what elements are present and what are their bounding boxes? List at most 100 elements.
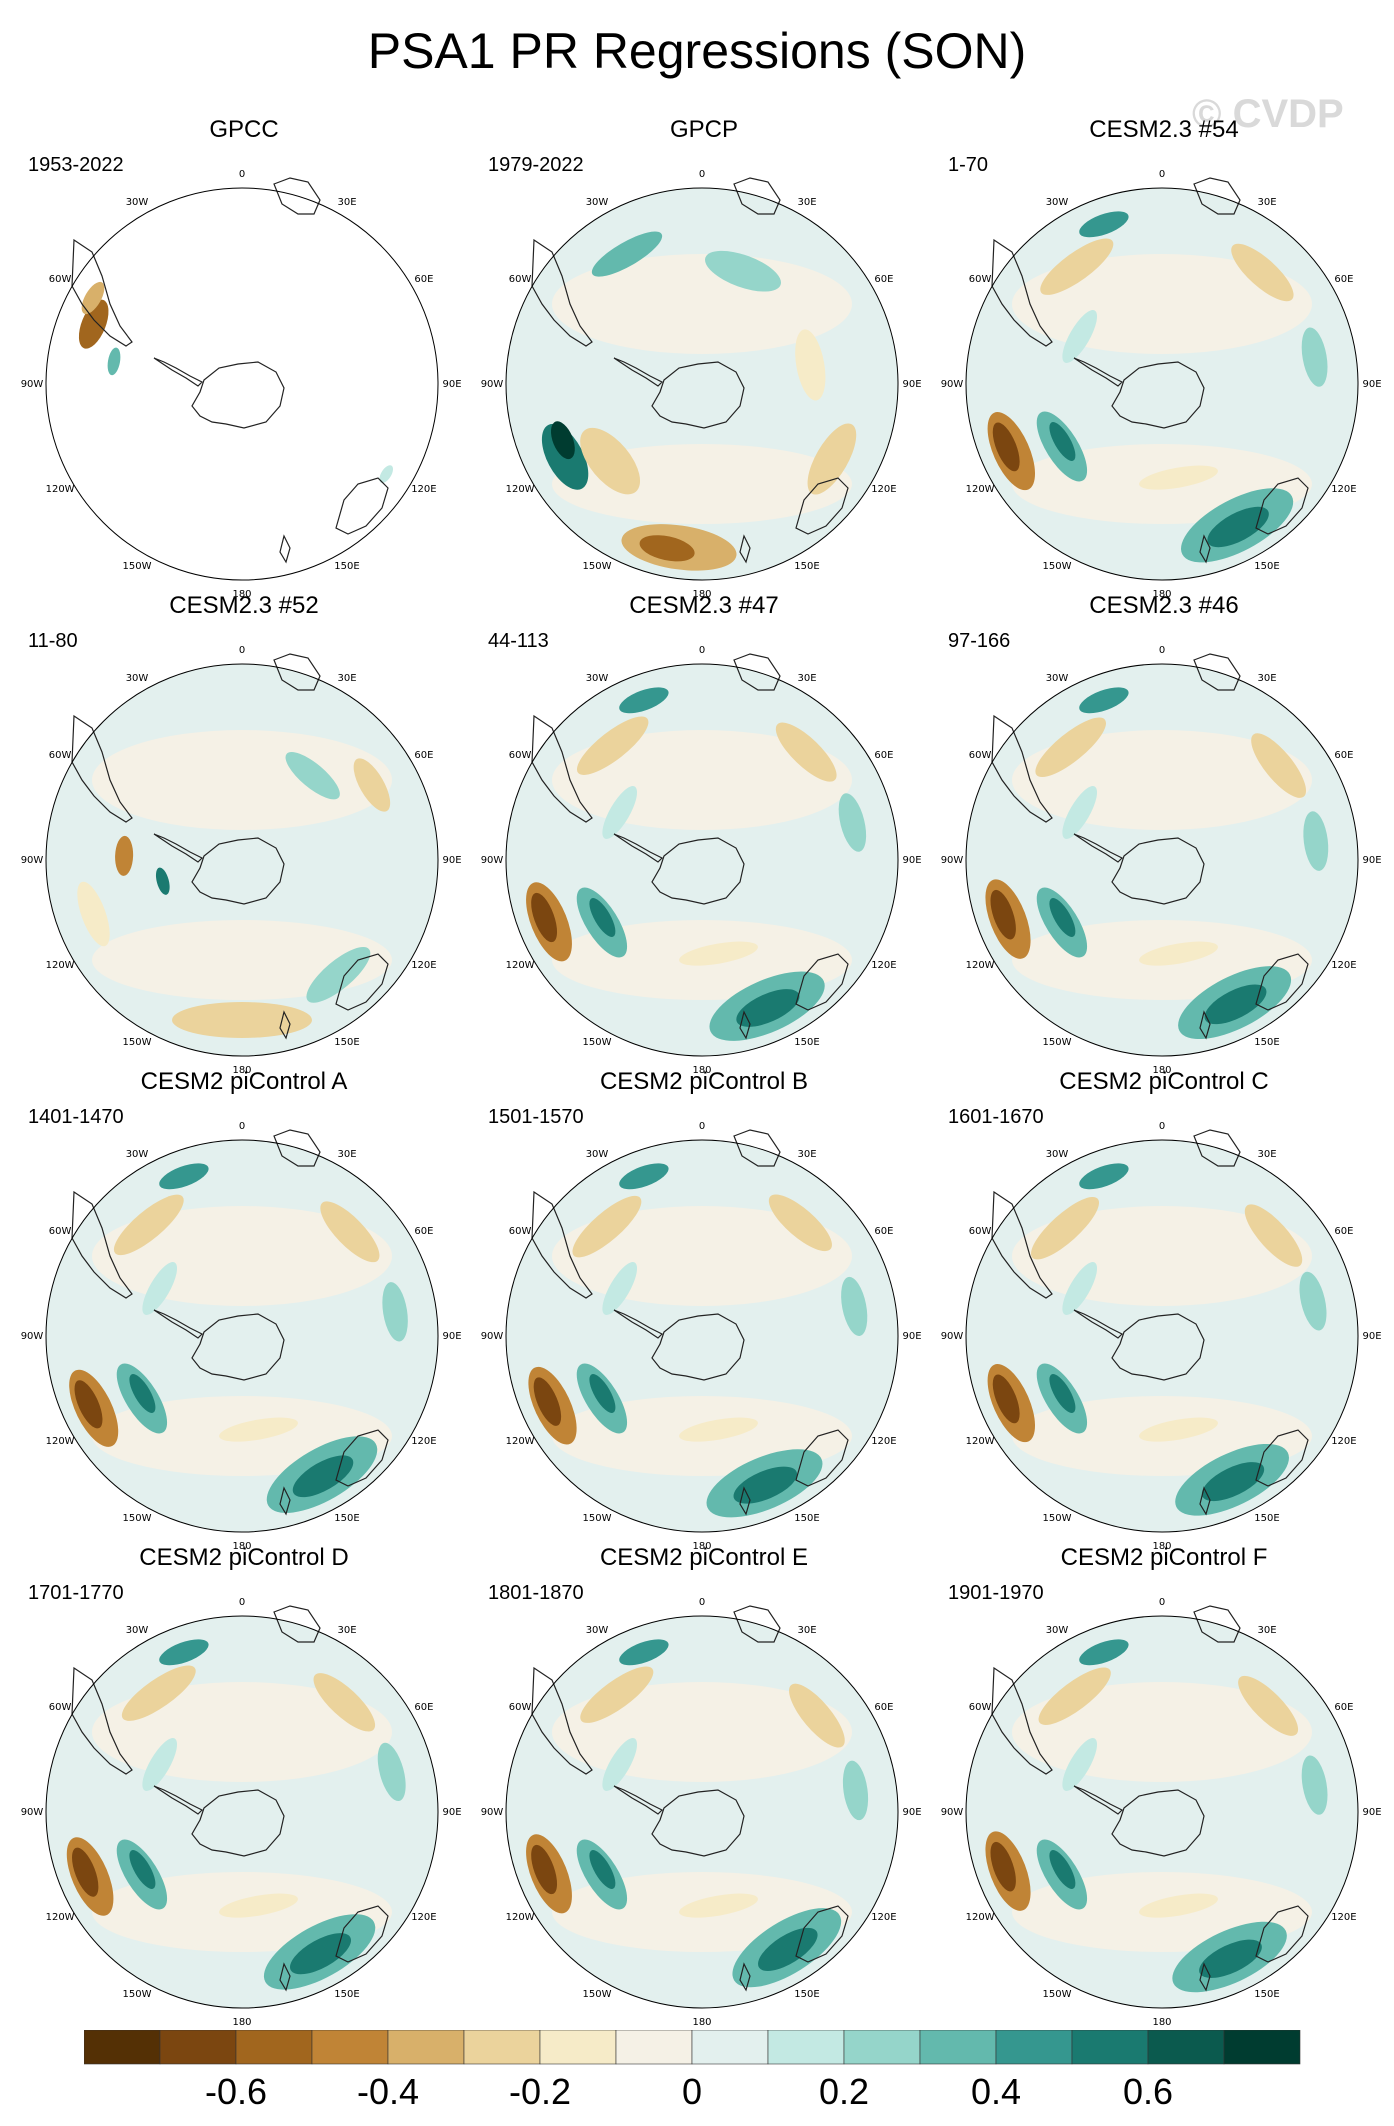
colorbar-swatch: [387, 2030, 465, 2065]
anomaly-field: [506, 1140, 898, 1532]
dry-anomaly-patch: [77, 881, 110, 947]
wet-anomaly-patch: [142, 1262, 178, 1315]
polar-stereographic-map: 0 30E 60E 90E 120E 150E 180 150W 120W 90W 60W 30W: [21, 1597, 462, 2028]
longitude-label: 150E: [334, 1037, 359, 1048]
longitude-label: 0: [699, 169, 705, 180]
longitude-label: 90W: [481, 1331, 504, 1342]
wet-anomaly-patch: [1062, 1262, 1098, 1315]
longitude-label: 90E: [442, 1807, 461, 1818]
dry-anomaly-patch: [576, 716, 649, 775]
wet-anomaly-patch: [142, 1738, 178, 1791]
wet-anomaly-patch: [1049, 422, 1076, 461]
longitude-label: 0: [699, 645, 705, 656]
dry-anomaly-patch: [74, 1380, 103, 1429]
wet-anomaly-patch: [619, 1639, 669, 1666]
longitude-label: 120W: [46, 1912, 75, 1923]
longitude-label: 60E: [414, 1702, 433, 1713]
longitude-label: 60E: [1334, 1702, 1353, 1713]
wet-anomaly-patch: [285, 751, 340, 800]
wet-anomaly-patch: [1079, 1639, 1129, 1666]
longitude-label: 120W: [966, 1912, 995, 1923]
longitude-label: 150W: [583, 1513, 612, 1524]
wet-anomaly-patch: [1049, 898, 1076, 937]
coastlines: [71, 1129, 389, 1516]
longitude-label: 90E: [902, 1331, 921, 1342]
wet-anomaly-patch: [1204, 984, 1267, 1025]
wet-anomaly-patch: [129, 1374, 156, 1413]
longitude-label: 120E: [411, 484, 436, 495]
colorbar-swatch: [235, 2030, 313, 2065]
longitude-label: 60W: [49, 1226, 72, 1237]
colorbar-swatch: [539, 2030, 617, 2065]
dry-anomaly-patch: [992, 422, 1020, 472]
panel-title: GPCP: [669, 116, 738, 143]
anomaly-field: [506, 1616, 898, 2008]
wet-anomaly-patch: [589, 1374, 616, 1413]
longitude-label: 180: [232, 2017, 251, 2028]
longitude-label: 30E: [337, 1625, 356, 1636]
dry-anomaly-patch: [219, 1417, 298, 1442]
dry-anomaly-patch: [572, 1195, 642, 1258]
longitude-label: 150E: [794, 1989, 819, 2000]
dry-anomaly-patch: [1035, 717, 1107, 778]
dry-anomaly-patch: [1038, 1667, 1111, 1725]
longitude-label: 90W: [21, 1807, 44, 1818]
longitude-label: 150W: [1043, 1513, 1072, 1524]
coastlines: [991, 1129, 1309, 1516]
panel-period: 1601-1670: [948, 1106, 1044, 1128]
dry-anomaly-patch: [72, 1847, 99, 1897]
anomaly-field: [46, 1140, 438, 1532]
longitude-label: 120W: [46, 1436, 75, 1447]
colorbar-tick-label: 0.2: [819, 2071, 869, 2110]
dry-anomaly-patch: [807, 423, 857, 495]
longitude-label: 0: [239, 1121, 245, 1132]
wet-anomaly-patch: [602, 1262, 638, 1315]
colorbar-tick-label: 0.6: [1123, 2071, 1173, 2110]
panel-period: 1701-1770: [28, 1582, 124, 1604]
dry-anomaly-patch: [1139, 465, 1218, 490]
colorbar-tick-label: -0.6: [205, 2071, 267, 2110]
longitude-label: 120E: [871, 960, 896, 971]
longitude-label: 90E: [1362, 1331, 1381, 1342]
longitude-label: 90E: [902, 855, 921, 866]
longitude-label: 180: [1152, 1065, 1171, 1076]
longitude-label: 120E: [411, 1912, 436, 1923]
coastlines: [71, 177, 389, 564]
longitude-label: 0: [699, 1597, 705, 1608]
longitude-label: 90W: [941, 1807, 964, 1818]
wet-anomaly-patch: [619, 1163, 669, 1190]
longitude-label: 60W: [49, 750, 72, 761]
longitude-label: 60E: [414, 1226, 433, 1237]
longitude-label: 180: [1152, 1541, 1171, 1552]
wet-anomaly-patch: [602, 786, 638, 839]
polar-stereographic-map: 0 30E 60E 90E 120E 150E 180 150W 120W 90W 60W 30W: [941, 1121, 1382, 1552]
panel-period: 1401-1470: [28, 1106, 124, 1128]
colorbar-tick-label: -0.4: [357, 2071, 419, 2110]
colorbar-swatch: [615, 2030, 693, 2065]
anomaly-field: [46, 664, 438, 1056]
longitude-label: 120W: [46, 960, 75, 971]
longitude-label: 90W: [481, 379, 504, 390]
longitude-label: 60E: [414, 274, 433, 285]
longitude-label: 150W: [123, 1513, 152, 1524]
wet-anomaly-patch: [1299, 1271, 1327, 1331]
dry-anomaly-patch: [81, 281, 105, 315]
longitude-label: 90E: [902, 379, 921, 390]
polar-stereographic-map: 0 30E 60E 90E 120E 150E 180 150W 120W 90W 60W 30W: [941, 1597, 1382, 2028]
polar-stereographic-map: 0 30E 60E 90E 120E 150E 180 150W 120W 90W 60W 30W: [21, 645, 462, 1076]
longitude-label: 60E: [1334, 1226, 1353, 1237]
panel-title: CESM2 piControl A: [140, 1068, 348, 1095]
colorbar-swatch: [919, 2030, 997, 2065]
longitude-label: 30W: [586, 197, 609, 208]
wet-anomaly-patch: [1062, 1738, 1098, 1791]
wet-anomaly-patch: [377, 1742, 406, 1802]
coastlines: [531, 177, 849, 564]
map-panel: CESM2 piControl A 1401-1470 0 30E 60E 90E 120E…: [14, 1068, 474, 1552]
anomaly-field: [966, 188, 1358, 580]
panel-title: CESM2 piControl C: [1059, 1068, 1269, 1095]
coastlines: [531, 1129, 849, 1516]
longitude-label: 180: [692, 589, 711, 600]
longitude-label: 60E: [874, 1702, 893, 1713]
colorbar-tick-label: 0: [682, 2071, 702, 2110]
coastlines: [991, 177, 1309, 564]
